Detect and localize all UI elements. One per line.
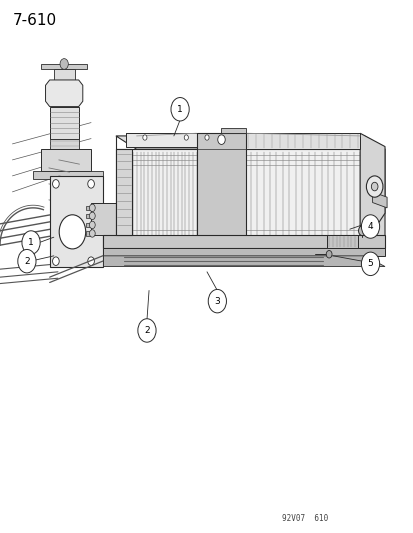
Polygon shape xyxy=(85,231,91,236)
Polygon shape xyxy=(363,136,384,237)
Circle shape xyxy=(361,252,379,276)
Text: 1: 1 xyxy=(28,238,34,247)
Circle shape xyxy=(60,59,68,69)
Polygon shape xyxy=(85,223,91,227)
Circle shape xyxy=(89,204,95,212)
Polygon shape xyxy=(103,235,384,248)
Text: 4: 4 xyxy=(367,222,373,231)
Polygon shape xyxy=(50,107,78,139)
Polygon shape xyxy=(246,133,359,149)
Polygon shape xyxy=(126,133,221,147)
Polygon shape xyxy=(116,149,132,235)
Polygon shape xyxy=(126,133,221,139)
Circle shape xyxy=(88,257,94,265)
Polygon shape xyxy=(45,80,83,107)
Circle shape xyxy=(89,212,95,220)
Polygon shape xyxy=(50,176,103,266)
Text: 5: 5 xyxy=(367,260,373,268)
Polygon shape xyxy=(41,64,87,69)
Circle shape xyxy=(88,180,94,188)
Circle shape xyxy=(89,221,95,229)
Text: 2: 2 xyxy=(144,326,150,335)
Polygon shape xyxy=(116,149,363,237)
Circle shape xyxy=(171,98,189,121)
Polygon shape xyxy=(91,203,132,235)
Circle shape xyxy=(358,226,365,236)
Circle shape xyxy=(59,215,85,249)
Circle shape xyxy=(138,319,156,342)
Circle shape xyxy=(217,135,225,144)
Polygon shape xyxy=(85,206,91,210)
Polygon shape xyxy=(50,139,78,160)
Circle shape xyxy=(89,230,95,237)
Circle shape xyxy=(208,289,226,313)
Circle shape xyxy=(52,180,59,188)
Text: 2: 2 xyxy=(24,257,30,265)
Circle shape xyxy=(18,249,36,273)
Polygon shape xyxy=(85,214,91,218)
Text: 92V07  610: 92V07 610 xyxy=(281,514,327,523)
Polygon shape xyxy=(103,248,384,256)
Polygon shape xyxy=(196,133,246,251)
Circle shape xyxy=(184,135,188,140)
Polygon shape xyxy=(359,133,384,235)
Circle shape xyxy=(366,176,382,197)
Polygon shape xyxy=(221,128,246,133)
Polygon shape xyxy=(326,235,357,248)
Text: 1: 1 xyxy=(177,105,183,114)
Polygon shape xyxy=(372,192,386,208)
Circle shape xyxy=(361,215,379,238)
Circle shape xyxy=(325,251,331,258)
Circle shape xyxy=(370,182,377,191)
Circle shape xyxy=(52,257,59,265)
Text: 3: 3 xyxy=(214,297,220,305)
Polygon shape xyxy=(41,149,91,171)
Circle shape xyxy=(142,135,147,140)
Polygon shape xyxy=(103,256,384,266)
Polygon shape xyxy=(116,136,384,149)
Text: 7-610: 7-610 xyxy=(12,13,57,28)
Circle shape xyxy=(217,239,225,249)
Polygon shape xyxy=(54,69,74,80)
Polygon shape xyxy=(33,171,103,179)
Circle shape xyxy=(22,231,40,254)
Circle shape xyxy=(204,135,209,140)
